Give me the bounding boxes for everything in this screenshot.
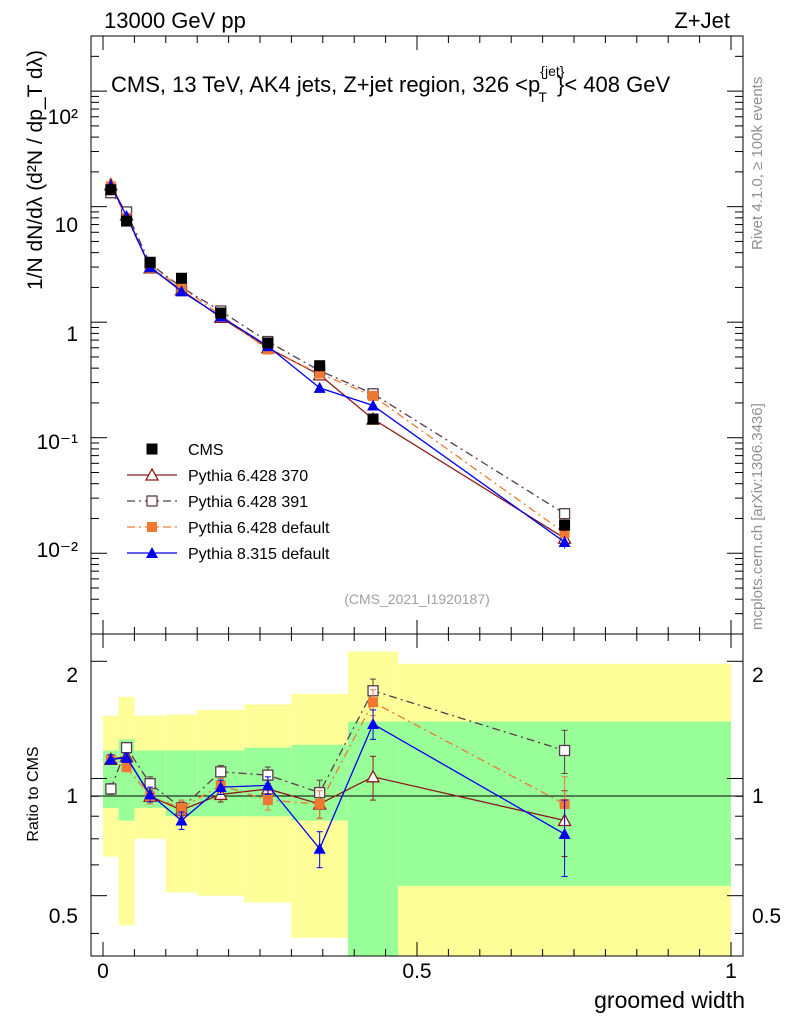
x-tick-label: 0.5 bbox=[402, 960, 431, 983]
data-point bbox=[215, 307, 227, 319]
y-tick-label: 10⁻² bbox=[37, 539, 78, 562]
ratio-point bbox=[558, 744, 571, 757]
data-point bbox=[314, 368, 325, 379]
legend-entry-pythia6-370: Pythia 6.428 370 bbox=[127, 467, 308, 485]
title-superscript: {jet} bbox=[540, 63, 564, 79]
x-axis-label: groomed width bbox=[594, 987, 745, 1013]
data-point bbox=[367, 413, 379, 425]
y-tick-label: 2 bbox=[66, 664, 78, 687]
legend-label: Pythia 6.428 370 bbox=[188, 468, 308, 485]
data-point bbox=[368, 390, 379, 401]
legend: CMS Pythia 6.428 370 Pythia 6.428 391 Py… bbox=[127, 442, 330, 563]
x-tick-labels: 0 0.5 1 bbox=[97, 960, 737, 983]
legend-marker-cms bbox=[146, 443, 158, 455]
ratio-point bbox=[214, 781, 227, 793]
plot-title: CMS, 13 TeV, AK4 jets, Z+jet region, 326… bbox=[111, 63, 670, 105]
x-tick-label: 1 bbox=[725, 960, 737, 983]
legend-label: Pythia 6.428 default bbox=[188, 520, 330, 537]
ratio-point bbox=[104, 753, 117, 765]
data-point bbox=[144, 256, 156, 268]
ratio-series bbox=[103, 678, 572, 878]
legend-label: Pythia 6.428 391 bbox=[188, 494, 308, 511]
legend-symbol bbox=[146, 443, 158, 455]
ratio-point bbox=[215, 766, 227, 778]
y-tick-label-right: 2 bbox=[752, 664, 764, 687]
rivet-label-text: Rivet 4.1.0, ≥ 100k events bbox=[749, 77, 766, 250]
ratio-axis-label: Ratio to CMS bbox=[25, 746, 42, 841]
ratio-point bbox=[144, 788, 157, 800]
title-tail: }< 408 GeV bbox=[557, 72, 670, 97]
mcplots-label-text: mcplots.cern.ch [arXiv:1306.3436] bbox=[749, 403, 766, 630]
y-axis-label-top: 1/N dN/dλ (d²N / dp_T dλ) bbox=[24, 50, 47, 290]
data-point bbox=[105, 184, 117, 196]
ratio-point bbox=[120, 751, 133, 763]
y-axis-label-text: 1/N dN/dλ (d²N / dp_T dλ) bbox=[24, 50, 47, 290]
legend-marker-pythia6-370 bbox=[127, 467, 177, 481]
analysis-watermark: (CMS_2021_I1920187) bbox=[344, 591, 490, 607]
data-point bbox=[176, 272, 187, 284]
ratio-point bbox=[365, 769, 381, 783]
ratio-point bbox=[121, 762, 132, 773]
data-point bbox=[559, 519, 571, 531]
y-tick-labels-top: 10⁻² 10⁻¹ 1 10 10² bbox=[37, 106, 78, 562]
y-tick-label: 10⁻¹ bbox=[37, 431, 78, 454]
data-point bbox=[558, 536, 571, 548]
y-tick-label: 10 bbox=[55, 214, 78, 237]
y-tick-label-right: 0.5 bbox=[752, 905, 781, 928]
ratio-point bbox=[367, 718, 380, 730]
data-point bbox=[314, 360, 326, 372]
ratio-point bbox=[314, 798, 325, 809]
legend-entry-pythia6-default: Pythia 6.428 default bbox=[127, 520, 330, 537]
data-point bbox=[367, 399, 380, 411]
legend-marker-pythia8-default bbox=[127, 547, 177, 558]
axis-ticks bbox=[91, 35, 743, 956]
y-tick-label: 10² bbox=[48, 106, 78, 129]
title-main: CMS, 13 TeV, AK4 jets, Z+jet region, 326… bbox=[111, 72, 540, 97]
rivet-label: Rivet 4.1.0, ≥ 100k events bbox=[749, 77, 766, 250]
ratio-point bbox=[313, 842, 326, 854]
ratio-point bbox=[558, 828, 571, 840]
legend-label: CMS bbox=[188, 442, 224, 459]
y-tick-label: 1 bbox=[66, 785, 78, 808]
legend-entry-pythia8-default: Pythia 8.315 default bbox=[127, 546, 330, 563]
data-point bbox=[175, 285, 188, 297]
y-tick-labels-bottom: 0.5 1 2 0.5 1 2 bbox=[49, 664, 781, 928]
legend-symbol bbox=[147, 522, 157, 532]
data-point bbox=[313, 381, 326, 393]
legend-symbol bbox=[146, 495, 158, 507]
data-point bbox=[558, 508, 571, 520]
header-left: 13000 GeV pp bbox=[104, 8, 246, 33]
title-subscript: T bbox=[538, 89, 547, 105]
legend-marker-pythia6-391 bbox=[127, 495, 177, 507]
legend-label: Pythia 8.315 default bbox=[188, 546, 330, 563]
legend-entry-pythia6-391: Pythia 6.428 391 bbox=[127, 494, 308, 511]
legend-entry-cms: CMS bbox=[146, 442, 224, 459]
ratio-point bbox=[176, 802, 187, 813]
data-point bbox=[262, 337, 274, 349]
main-series bbox=[103, 177, 572, 549]
legend-marker-pythia6-default bbox=[127, 522, 177, 532]
mcplots-label: mcplots.cern.ch [arXiv:1306.3436] bbox=[749, 403, 766, 630]
ratio-point bbox=[262, 795, 273, 806]
y-axis-label-bottom: Ratio to CMS bbox=[25, 746, 42, 841]
ratio-point bbox=[105, 783, 117, 795]
ratio-point bbox=[368, 697, 379, 708]
ratio-point bbox=[261, 779, 274, 791]
header-right: Z+Jet bbox=[674, 8, 730, 33]
y-tick-label-right: 1 bbox=[752, 785, 764, 808]
legend-symbol bbox=[146, 547, 158, 558]
ratio-point bbox=[175, 814, 188, 826]
ratio-point bbox=[120, 741, 133, 754]
series-ratio-4 bbox=[104, 709, 571, 878]
x-tick-label: 0 bbox=[97, 960, 109, 983]
data-point bbox=[559, 527, 570, 538]
y-tick-label: 0.5 bbox=[49, 905, 78, 928]
data-point bbox=[121, 215, 133, 227]
legend-symbol bbox=[144, 467, 160, 481]
series-top-0 bbox=[105, 184, 571, 532]
y-tick-label: 1 bbox=[66, 323, 78, 346]
